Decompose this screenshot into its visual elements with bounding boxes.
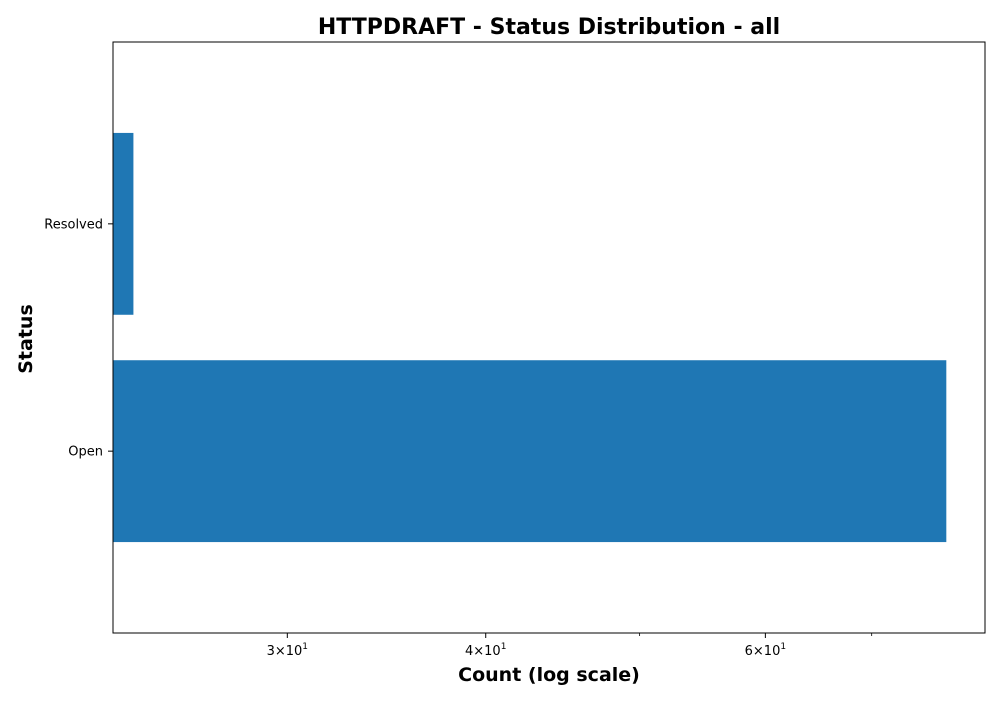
bar-resolved	[113, 132, 134, 315]
y-tick-label-resolved: Resolved	[44, 217, 103, 232]
x-tick-label-30: 3×101	[267, 642, 308, 659]
y-axis-label: Status	[15, 304, 37, 374]
x-tick-label-40: 4×101	[465, 642, 506, 659]
plot-frame	[112, 41, 986, 634]
y-tick-label-open: Open	[68, 445, 103, 460]
x-axis-label: Count (log scale)	[458, 664, 640, 686]
chart-title: HTTPDRAFT - Status Distribution - all	[318, 15, 780, 40]
bars-layer	[113, 132, 947, 543]
ticks-layer: Open Resolved 3×101 4×101 6×101	[44, 217, 873, 659]
bar-open	[113, 360, 947, 543]
x-tick-label-60: 6×101	[745, 642, 786, 659]
